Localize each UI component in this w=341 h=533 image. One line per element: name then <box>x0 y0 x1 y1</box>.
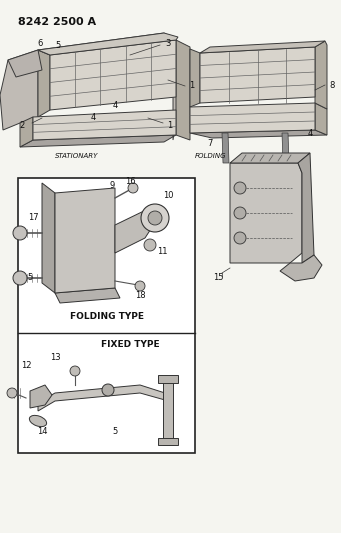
Text: 5: 5 <box>113 426 118 435</box>
Text: STATIONARY: STATIONARY <box>55 153 98 159</box>
Polygon shape <box>190 103 315 133</box>
Text: 5: 5 <box>27 273 33 282</box>
Polygon shape <box>115 208 160 253</box>
Polygon shape <box>38 385 165 411</box>
Text: 6: 6 <box>37 38 43 47</box>
Polygon shape <box>30 385 52 408</box>
Circle shape <box>102 384 114 396</box>
Text: 14: 14 <box>37 426 47 435</box>
Circle shape <box>141 204 169 232</box>
Circle shape <box>135 281 145 291</box>
Circle shape <box>13 271 27 285</box>
Text: 12: 12 <box>21 360 31 369</box>
Text: FOLDING: FOLDING <box>195 153 226 159</box>
Circle shape <box>144 239 156 251</box>
Text: 1: 1 <box>167 120 173 130</box>
Polygon shape <box>38 50 50 117</box>
Polygon shape <box>173 49 190 140</box>
Text: 8: 8 <box>329 80 335 90</box>
Polygon shape <box>222 133 229 163</box>
Polygon shape <box>38 33 178 55</box>
Polygon shape <box>38 33 176 55</box>
Text: 15: 15 <box>213 273 223 282</box>
Text: 4: 4 <box>113 101 118 109</box>
Polygon shape <box>230 163 302 263</box>
Circle shape <box>234 182 246 194</box>
Text: 5: 5 <box>55 42 61 51</box>
Text: FIXED TYPE: FIXED TYPE <box>101 340 159 349</box>
Polygon shape <box>230 153 310 163</box>
Polygon shape <box>282 133 289 163</box>
Polygon shape <box>20 135 176 147</box>
Circle shape <box>234 207 246 219</box>
Polygon shape <box>55 188 115 293</box>
Circle shape <box>7 388 17 398</box>
Text: 4: 4 <box>90 114 95 123</box>
Polygon shape <box>158 438 178 445</box>
Polygon shape <box>163 378 173 445</box>
Polygon shape <box>176 40 190 140</box>
Polygon shape <box>298 153 314 263</box>
Polygon shape <box>315 41 327 109</box>
Circle shape <box>148 211 162 225</box>
Circle shape <box>70 366 80 376</box>
Polygon shape <box>55 288 120 303</box>
Polygon shape <box>200 41 325 53</box>
Text: 13: 13 <box>50 353 60 362</box>
Polygon shape <box>158 375 178 383</box>
Ellipse shape <box>29 415 47 426</box>
Polygon shape <box>280 255 322 281</box>
Text: 2: 2 <box>19 120 25 130</box>
Polygon shape <box>315 103 327 135</box>
Polygon shape <box>200 47 315 103</box>
Text: 3: 3 <box>165 38 171 47</box>
Circle shape <box>234 232 246 244</box>
Polygon shape <box>8 50 42 77</box>
Circle shape <box>13 226 27 240</box>
Text: 16: 16 <box>125 176 135 185</box>
Polygon shape <box>42 183 55 293</box>
Text: 18: 18 <box>135 290 145 300</box>
Polygon shape <box>33 110 176 140</box>
Text: 1: 1 <box>189 82 195 91</box>
Polygon shape <box>0 50 38 130</box>
Polygon shape <box>20 117 33 147</box>
Circle shape <box>128 183 138 193</box>
Polygon shape <box>190 49 200 107</box>
Text: 11: 11 <box>157 246 167 255</box>
Text: 10: 10 <box>163 190 173 199</box>
Bar <box>18 178 195 453</box>
Text: FOLDING TYPE: FOLDING TYPE <box>70 312 144 321</box>
Polygon shape <box>50 40 176 110</box>
Text: 7: 7 <box>207 139 213 148</box>
Text: 17: 17 <box>28 213 38 222</box>
Text: 9: 9 <box>109 181 115 190</box>
Text: 8242 2500 A: 8242 2500 A <box>18 17 96 27</box>
Text: 4: 4 <box>307 128 313 138</box>
Polygon shape <box>190 130 327 138</box>
